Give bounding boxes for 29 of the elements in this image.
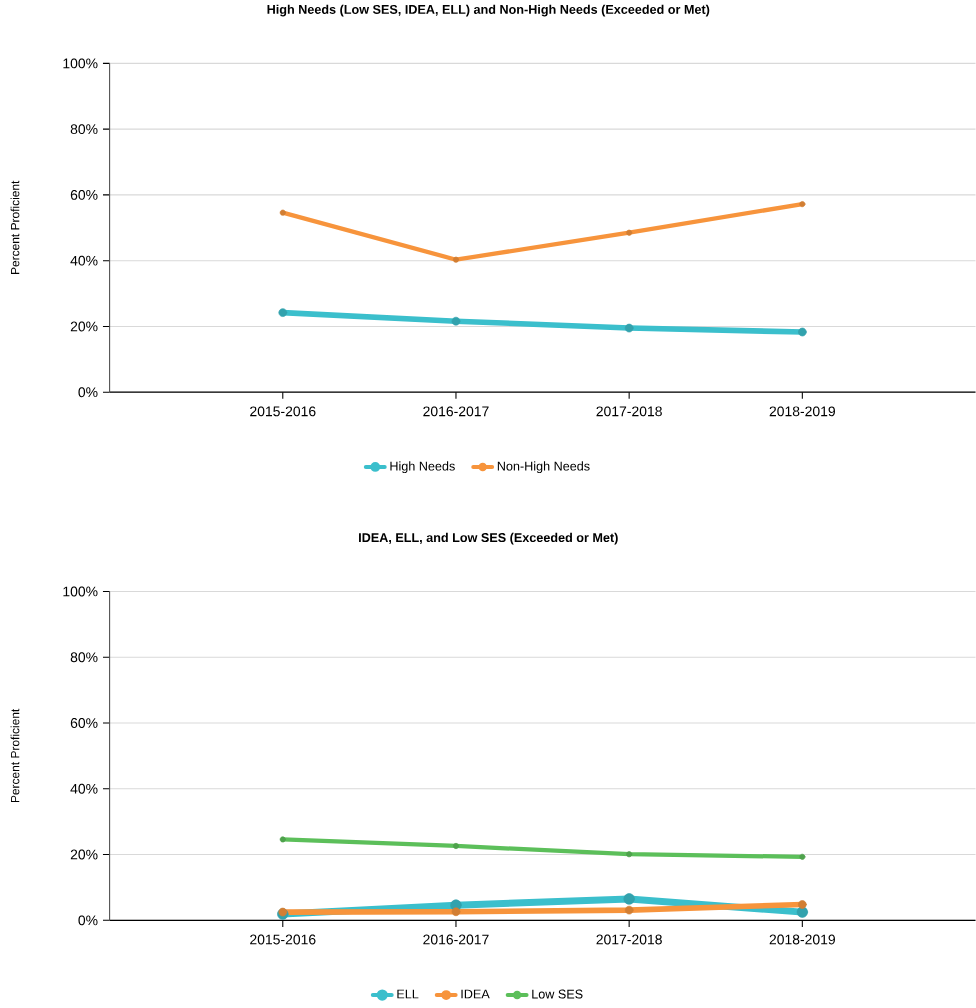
y-tick-label: 0% — [78, 387, 98, 398]
y-axis-title: Percent Proficient — [10, 708, 20, 803]
y-tick-label: 60% — [70, 189, 98, 200]
y-tick-label: 80% — [70, 124, 98, 135]
y-tick-label: 60% — [70, 718, 98, 728]
legend-label: IDEA — [461, 989, 490, 999]
y-axis-title: Percent Proficient — [10, 180, 20, 274]
x-tick-label: 2018-2019 — [769, 934, 835, 945]
y-tick-label: 100% — [63, 58, 98, 69]
y-tick-label: 100% — [63, 586, 98, 597]
y-tick-label: 80% — [70, 652, 98, 663]
chart-title: IDEA, ELL, and Low SES (Exceeded or Met) — [358, 532, 618, 545]
x-tick-label: 2016-2017 — [423, 934, 489, 945]
y-tick-label: 20% — [70, 321, 98, 332]
y-tick-label: 40% — [70, 255, 98, 266]
x-tick-label: 2017-2018 — [596, 406, 662, 417]
legend-label: Low SES — [532, 989, 583, 999]
y-tick-label: 20% — [70, 849, 98, 860]
x-tick-label: 2016-2017 — [423, 406, 489, 417]
x-tick-label: 2015-2016 — [250, 934, 316, 945]
legend-label: ELL — [397, 989, 419, 999]
chart-title: High Needs (Low SES, IDEA, ELL) and Non-High Needs (Exceeded or Met) — [267, 4, 710, 17]
x-tick-label: 2017-2018 — [596, 934, 662, 945]
x-tick-label: 2018-2019 — [769, 406, 835, 417]
x-tick-label: 2015-2016 — [250, 406, 316, 417]
y-tick-label: 0% — [78, 915, 98, 926]
legend-label: High Needs — [390, 461, 455, 474]
legend-label: Non-High Needs — [497, 461, 590, 474]
y-tick-label: 40% — [70, 783, 98, 794]
